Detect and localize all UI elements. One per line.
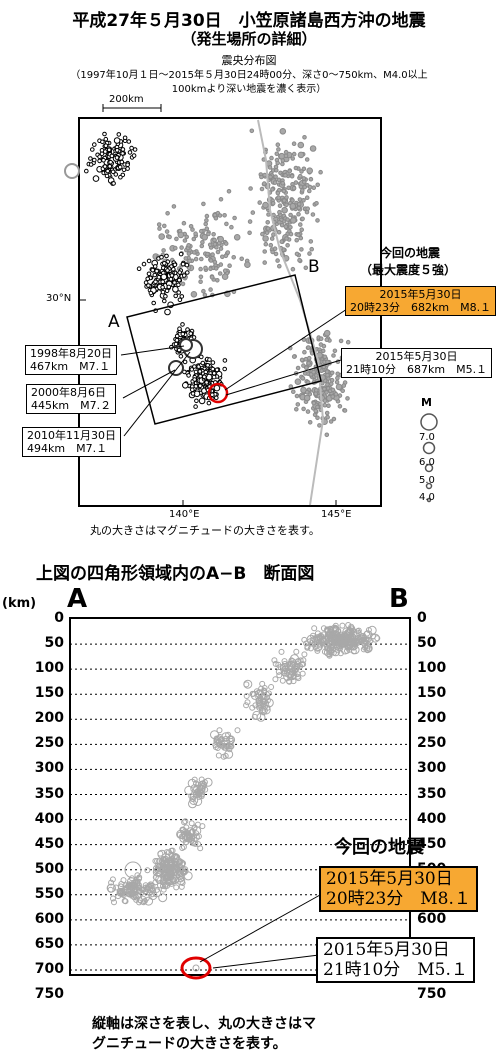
legend-value: 6.0	[419, 457, 435, 468]
depth-tick-label: 400	[417, 810, 447, 827]
depth-tick-label: 500	[34, 860, 64, 877]
depth-tick-label: 550	[34, 885, 64, 902]
map-event-aftershock: 2015年5月30日 21時10分 687km M5.１	[341, 348, 493, 378]
event-detail: 445km M7.２	[31, 399, 112, 412]
event-date: 2015年5月30日	[375, 350, 458, 363]
depth-tick-label: 150	[417, 685, 447, 702]
map-point-a: A	[108, 312, 120, 332]
depth-tick-label: 600	[417, 910, 447, 927]
depth-tick-label: 400	[34, 810, 64, 827]
event-detail: 20時23分 682km M8.１	[350, 301, 492, 314]
depth-tick-label: 350	[34, 785, 64, 802]
event-detail: 494km M7.１	[27, 442, 108, 455]
section-rectangle	[126, 274, 322, 425]
event-date: 2015年5月30日	[326, 869, 453, 889]
event-detail: 21時10分 M5.１	[323, 960, 468, 980]
depth-tick-label: 650	[34, 935, 64, 952]
map-event-2000: 2000年8月6日 445km M7.２	[26, 384, 117, 414]
depth-tick-label: 450	[34, 835, 64, 852]
depth-tick-label: 750	[34, 986, 64, 1003]
depth-tick-label: 0	[417, 610, 427, 626]
event-date: 2015年5月30日	[379, 288, 462, 301]
map-current-subtitle: （最大震度５強）	[360, 263, 457, 277]
section-hypocenters	[106, 622, 381, 972]
figure-title: 平成27年５月30日 小笠原諸島西方沖の地震	[72, 11, 426, 31]
section-frame	[69, 617, 411, 976]
map-label: 震央分布図	[221, 54, 277, 67]
depth-tick-label: 450	[417, 835, 447, 852]
event-detail: 20時23分 M8.１	[326, 889, 471, 909]
depth-tick-label: 50	[44, 635, 64, 652]
map-caption: 丸の大きさはマグニチュードの大きさを表す。	[90, 524, 320, 537]
map-event-2010: 2010年11月30日 494km M7.１	[22, 427, 121, 457]
depth-tick-label: 300	[417, 760, 447, 777]
section-caption-line2: グニチュードの大きさを表す。	[92, 1036, 287, 1052]
event-date: 1998年8月20日	[30, 347, 112, 360]
depth-tick-label: 300	[34, 760, 64, 777]
depth-tick-label: 200	[417, 710, 447, 727]
map-current-title: 今回の地震	[380, 246, 441, 260]
data-range-note: 100kmより深い地震を濃く表示）	[171, 84, 327, 95]
depth-tick-label: 250	[417, 735, 447, 752]
section-event-aftershock: 2015年5月30日 21時10分 M5.１	[316, 937, 475, 983]
event-detail: 467km M7.１	[30, 360, 111, 373]
depth-tick-label: 50	[417, 635, 437, 652]
depth-tick-label: 100	[34, 660, 64, 677]
depth-tick-label: 700	[34, 961, 64, 977]
map-event-1998: 1998年8月20日 467km M7.１	[25, 345, 117, 375]
section-point-a: A	[67, 584, 88, 614]
depth-tick-label: 750	[417, 986, 447, 1003]
depth-tick-label: 100	[417, 660, 447, 677]
depth-tick-label: 600	[34, 910, 64, 927]
data-range: （1997年10月１日～2015年５月30日24時00分、深さ0～750km、M…	[70, 70, 428, 81]
scale-label: 200km	[109, 94, 144, 105]
legend-value: 5.0	[419, 475, 435, 486]
event-date: 2000年8月6日	[31, 386, 106, 399]
trench-line	[257, 119, 325, 506]
event-date: 2015年5月30日	[323, 940, 450, 960]
depth-gridlines	[70, 643, 410, 971]
depth-tick-label: 250	[34, 735, 64, 752]
mainshock-circle	[207, 382, 229, 404]
legend-value: 7.0	[419, 432, 435, 443]
section-point-b: B	[389, 584, 409, 614]
lon-label-140e: 140°E	[169, 509, 200, 520]
depth-tick-label: 150	[34, 685, 64, 702]
depth-tick-label: 0	[54, 610, 64, 626]
figure-subtitle: （発生場所の詳細）	[181, 30, 317, 48]
map-frame	[78, 117, 382, 507]
map-point-b: B	[308, 257, 320, 277]
epicenter-map	[64, 104, 438, 507]
legend-value: 4.0	[419, 492, 435, 503]
section-unit: (km)	[2, 596, 37, 611]
map-event-mainshock: 2015年5月30日 20時23分 682km M8.１	[345, 286, 497, 316]
lon-label-145e: 145°E	[321, 509, 352, 520]
lat-label-30n: 30°N	[46, 293, 72, 304]
depth-tick-label: 200	[34, 710, 64, 727]
section-title: 上図の四角形領域内のA−B 断面図	[36, 564, 315, 584]
section-caption-line1: 縦軸は深さを表し、丸の大きさはマ	[92, 1016, 316, 1032]
section-current-title: 今回の地震	[334, 837, 424, 858]
event-detail: 21時10分 687km M5.１	[346, 363, 488, 376]
event-date: 2010年11月30日	[27, 429, 116, 442]
section-event-mainshock: 2015年5月30日 20時23分 M8.１	[319, 866, 478, 912]
section-mainshock-circle	[180, 956, 212, 980]
depth-tick-label: 350	[417, 785, 447, 802]
legend-title: M	[421, 396, 432, 409]
